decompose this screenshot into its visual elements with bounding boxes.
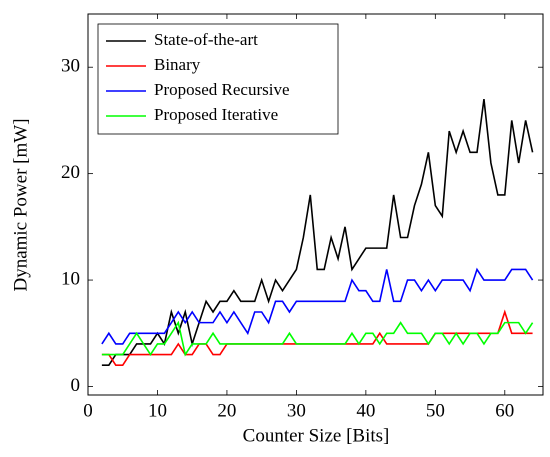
x-tick-label: 40 bbox=[356, 400, 375, 421]
x-axis-label: Counter Size [Bits] bbox=[243, 425, 390, 446]
data-line bbox=[101, 309, 533, 367]
x-tick-label: 30 bbox=[287, 400, 306, 421]
x-tick-label: 0 bbox=[83, 400, 93, 421]
plot-frame bbox=[87, 13, 544, 396]
legend-label: Binary bbox=[154, 55, 201, 74]
legend-label: Proposed Recursive bbox=[154, 80, 290, 99]
y-axis-label: Dynamic Power [mW] bbox=[10, 118, 31, 291]
legend-label: Proposed Iterative bbox=[154, 105, 278, 124]
x-tick-label: 60 bbox=[495, 400, 514, 421]
x-tick-label: 50 bbox=[426, 400, 445, 421]
y-tick-label: 0 bbox=[71, 375, 81, 396]
x-tick-label: 10 bbox=[148, 400, 167, 421]
legend-label: State-of-the-art bbox=[154, 30, 258, 49]
data-line bbox=[101, 320, 534, 357]
y-tick-label: 30 bbox=[61, 56, 80, 77]
data-line bbox=[101, 99, 534, 367]
x-tick-label: 20 bbox=[217, 400, 236, 421]
y-tick-label: 20 bbox=[61, 162, 80, 183]
data-line bbox=[101, 267, 534, 345]
legend: State-of-the-art Binary Proposed Recursive… bbox=[97, 23, 339, 135]
y-tick-label: 10 bbox=[61, 268, 80, 289]
